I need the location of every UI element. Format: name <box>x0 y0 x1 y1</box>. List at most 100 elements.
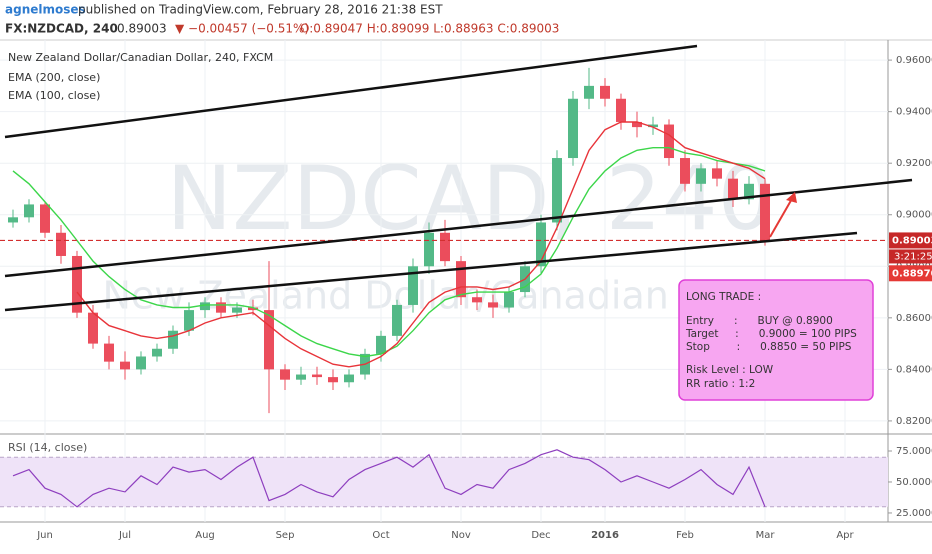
bid-box <box>889 265 932 282</box>
x-tick-label: Oct <box>372 530 389 541</box>
countdown: 3:21:25 <box>894 251 932 262</box>
arrow-head <box>786 192 797 203</box>
annotation-line: Entry : BUY @ 0.8900 <box>686 315 833 327</box>
watermark: NZDCAD, 240 <box>166 147 773 250</box>
legend-entry: EMA (100, close) <box>8 89 100 102</box>
candle-body <box>168 330 178 349</box>
candle-body <box>280 369 290 380</box>
candle-body <box>488 302 498 308</box>
y-tick-label: 0.96000 <box>896 55 932 66</box>
annotation-line: LONG TRADE : <box>686 291 761 303</box>
legend-entry: EMA (200, close) <box>8 71 100 84</box>
price-label: 0.89003 <box>892 235 932 246</box>
candle-body <box>264 310 274 370</box>
x-tick-label: Jun <box>36 530 53 541</box>
author[interactable]: agnelmoses <box>5 3 86 17</box>
candle-body <box>584 85 594 99</box>
candle-body <box>24 204 34 218</box>
candle-body <box>216 302 226 313</box>
candle-body <box>72 255 82 313</box>
candle-body <box>696 168 706 184</box>
candle-body <box>88 312 98 344</box>
x-tick-label: Dec <box>531 530 550 541</box>
candle-body <box>408 266 418 305</box>
rsi-legend: RSI (14, close) <box>8 441 87 454</box>
candle-body <box>728 178 738 200</box>
candle-body <box>344 374 354 383</box>
last-price: 0.89003 <box>117 22 167 36</box>
x-tick-label: Feb <box>676 530 694 541</box>
candle-body <box>296 374 306 380</box>
price-box <box>889 232 932 249</box>
candle-body <box>552 158 562 223</box>
ema-line <box>76 121 766 368</box>
candle-body <box>440 232 450 262</box>
candle-body <box>712 168 722 179</box>
annotation-line: RR ratio : 1:2 <box>686 378 755 390</box>
candle-body <box>760 183 770 241</box>
candle-body <box>472 297 482 303</box>
symbol: FX:NZDCAD, 240 <box>5 22 118 36</box>
countdown-box <box>889 249 932 264</box>
candle-body <box>312 374 322 378</box>
candle-body <box>56 232 66 256</box>
x-tick-label: 2016 <box>591 530 619 541</box>
candle-body <box>504 292 514 308</box>
candle-body <box>200 302 210 311</box>
candle-body <box>184 310 194 331</box>
candle-body <box>328 377 338 383</box>
candle-body <box>424 232 434 267</box>
annotation-line: Target : 0.9000 = 100 PIPS <box>685 328 857 340</box>
bid-label: 0.88970 <box>892 268 932 279</box>
chart-title: New Zealand Dollar/Canadian Dollar, 240,… <box>8 51 273 64</box>
candle-body <box>392 304 402 336</box>
candle-body <box>456 261 466 298</box>
annotation-box <box>678 279 874 401</box>
trend-line <box>4 231 858 312</box>
candle-body <box>104 343 114 362</box>
candle-body <box>376 335 386 354</box>
rsi-line <box>12 449 766 508</box>
annotation-line: Stop : 0.8850 = 50 PIPS <box>686 341 852 353</box>
candle-body <box>664 124 674 159</box>
candle-body <box>632 121 642 128</box>
candle-body <box>648 124 658 128</box>
candle-body <box>568 98 578 159</box>
trend-line <box>4 178 913 278</box>
annotation-line: Risk Level : LOW <box>686 364 774 376</box>
x-tick-label: Mar <box>756 530 776 541</box>
published: published on TradingView.com, February 2… <box>78 3 443 17</box>
change: ▼ −0.00457 (−0.51%) <box>175 22 309 36</box>
candle-body <box>536 222 546 267</box>
candle-body <box>152 348 162 357</box>
x-tick-label: Jul <box>118 530 131 541</box>
candle-body <box>600 85 610 99</box>
candle-body <box>680 158 690 184</box>
channel <box>4 44 913 312</box>
x-tick-label: Sep <box>276 530 295 541</box>
trend-line <box>4 44 698 139</box>
candle-body <box>40 204 50 233</box>
x-tick-label: Nov <box>451 530 471 541</box>
ohlc: O:0.89047 H:0.89099 L:0.88963 C:0.89003 <box>300 22 559 36</box>
candle-body <box>8 217 18 223</box>
candle-body <box>120 361 130 370</box>
x-tick-label: Apr <box>836 530 854 541</box>
x-tick-label: Aug <box>195 530 215 541</box>
candle-body <box>136 356 146 370</box>
candle-body <box>232 307 242 313</box>
candle-body <box>616 98 626 122</box>
candle-body <box>248 307 258 311</box>
arrow <box>769 196 794 238</box>
candle-body <box>744 183 754 200</box>
